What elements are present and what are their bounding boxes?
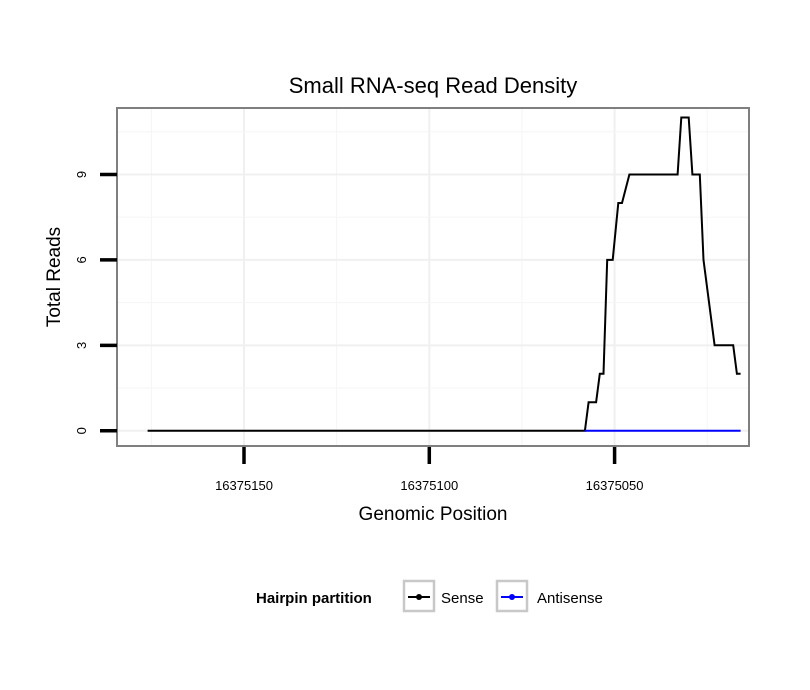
x-axis-label: Genomic Position xyxy=(359,504,508,525)
plot-border xyxy=(116,107,750,447)
x-tick-label-2: 16375050 xyxy=(586,478,644,493)
y-axis-label: Total Reads xyxy=(44,227,65,327)
legend-label-sense: Sense xyxy=(441,590,484,607)
y-axis: 0 3 6 9 xyxy=(74,171,117,434)
legend: Hairpin partition Sense Antisense xyxy=(256,579,603,613)
y-tick-label-2: 6 xyxy=(74,256,89,263)
legend-label-antisense: Antisense xyxy=(537,590,603,607)
legend-marker-sense xyxy=(416,594,422,600)
legend-marker-antisense xyxy=(509,594,515,600)
x-tick-label-1: 16375100 xyxy=(400,478,458,493)
x-axis: 16375150 16375100 16375050 xyxy=(215,447,644,493)
series-line-sense xyxy=(147,116,741,432)
series-group xyxy=(147,116,741,432)
x-tick-label-0: 16375150 xyxy=(215,478,273,493)
y-tick-label-1: 3 xyxy=(74,342,89,349)
chart-title: Small RNA-seq Read Density xyxy=(289,73,578,98)
y-tick-label-0: 0 xyxy=(74,427,89,434)
plot-panel xyxy=(117,108,749,446)
y-tick-label-3: 9 xyxy=(74,171,89,178)
legend-title: Hairpin partition xyxy=(256,590,372,607)
